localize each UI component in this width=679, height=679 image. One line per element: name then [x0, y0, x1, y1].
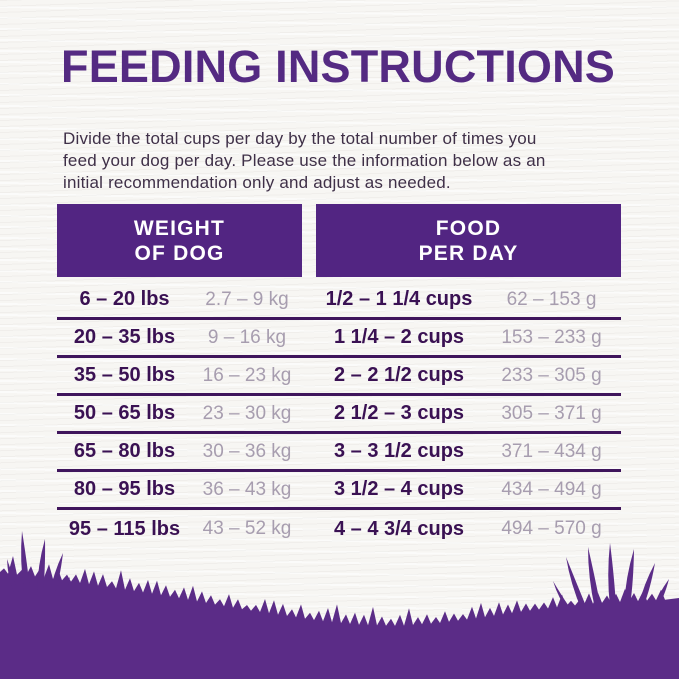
food-cups-cell: 3 – 3 1/2 cups: [333, 440, 465, 462]
weight-header-line-1: WEIGHT: [133, 216, 226, 240]
weight-lbs-cell: 20 – 35 lbs: [73, 326, 176, 348]
food-cups-cell: 1 1/4 – 2 cups: [333, 326, 465, 348]
intro-line-1: Divide the total cups per day by the tot…: [63, 129, 537, 148]
weight-kg-cell: 36 – 43 kg: [202, 478, 292, 500]
grass-silhouette: [0, 531, 679, 679]
weight-kg-cell: 43 – 52 kg: [202, 518, 292, 539]
food-per-day-header: FOOD PER DAY: [316, 204, 621, 277]
weight-kg-cell: 2.7 – 9 kg: [205, 288, 289, 310]
food-cups-cell: 1/2 – 1 1/4 cups: [325, 288, 473, 310]
weight-lbs-cell: 6 – 20 lbs: [79, 288, 170, 310]
weight-of-dog-header: WEIGHT OF DOG: [57, 204, 302, 277]
food-grams-cell: 494 – 570 g: [501, 518, 602, 539]
table-row: 65 – 80 lbs 30 – 36 kg 3 – 3 1/2 cups 37…: [57, 434, 621, 472]
table-row: 6 – 20 lbs 2.7 – 9 kg 1/2 – 1 1/4 cups 6…: [57, 282, 621, 320]
food-cups-cell: 3 1/2 – 4 cups: [333, 478, 465, 500]
table-body: 6 – 20 lbs 2.7 – 9 kg 1/2 – 1 1/4 cups 6…: [57, 282, 621, 548]
food-header-line-2: PER DAY: [418, 241, 519, 265]
food-grams-cell: 434 – 494 g: [501, 478, 602, 500]
intro-line-2: feed your dog per day. Please use the in…: [63, 151, 546, 170]
page-title: FEEDING INSTRUCTIONS: [61, 41, 616, 92]
table-header-row: WEIGHT OF DOG FOOD PER DAY: [57, 204, 621, 277]
food-grams-cell: 305 – 371 g: [501, 402, 602, 424]
table-row: 95 – 115 lbs 43 – 52 kg 4 – 4 3/4 cups 4…: [57, 510, 621, 548]
weight-lbs-cell: 80 – 95 lbs: [73, 478, 176, 500]
food-cups-cell: 2 – 2 1/2 cups: [333, 364, 465, 386]
table-row: 35 – 50 lbs 16 – 23 kg 2 – 2 1/2 cups 23…: [57, 358, 621, 396]
food-grams-cell: 62 – 153 g: [506, 288, 597, 310]
food-header-line-1: FOOD: [435, 216, 502, 240]
table-row: 50 – 65 lbs 23 – 30 kg 2 1/2 – 3 cups 30…: [57, 396, 621, 434]
weight-lbs-cell: 65 – 80 lbs: [73, 440, 176, 462]
weight-kg-cell: 9 – 16 kg: [207, 326, 287, 348]
intro-line-3: initial recommendation only and adjust a…: [63, 173, 451, 192]
weight-kg-cell: 30 – 36 kg: [202, 440, 292, 462]
food-grams-cell: 233 – 305 g: [501, 364, 602, 386]
weight-lbs-cell: 35 – 50 lbs: [73, 364, 176, 386]
table-row: 20 – 35 lbs 9 – 16 kg 1 1/4 – 2 cups 153…: [57, 320, 621, 358]
weight-lbs-cell: 50 – 65 lbs: [73, 402, 176, 424]
weight-kg-cell: 16 – 23 kg: [202, 364, 292, 386]
food-cups-cell: 2 1/2 – 3 cups: [333, 402, 465, 424]
feeding-table: WEIGHT OF DOG FOOD PER DAY 6 – 20 lbs 2.…: [57, 204, 621, 548]
food-grams-cell: 153 – 233 g: [501, 326, 602, 348]
table-row: 80 – 95 lbs 36 – 43 kg 3 1/2 – 4 cups 43…: [57, 472, 621, 510]
food-grams-cell: 371 – 434 g: [501, 440, 602, 462]
food-cups-cell: 4 – 4 3/4 cups: [333, 517, 465, 540]
weight-lbs-cell: 95 – 115 lbs: [68, 517, 181, 540]
intro-text: Divide the total cups per day by the tot…: [63, 128, 546, 194]
weight-header-line-2: OF DOG: [134, 241, 225, 265]
weight-kg-cell: 23 – 30 kg: [202, 402, 292, 424]
